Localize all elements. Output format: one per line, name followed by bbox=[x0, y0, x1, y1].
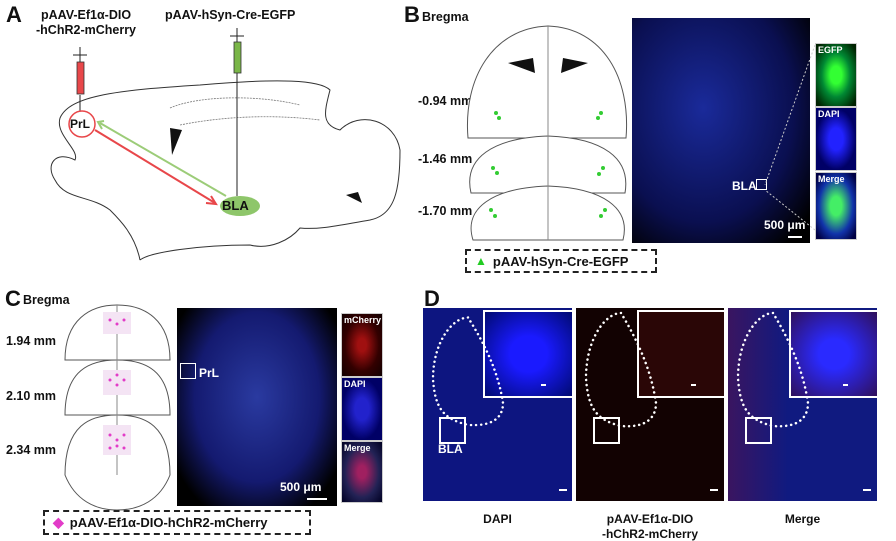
level-c-1: 1.94 mm bbox=[6, 334, 57, 348]
virus-left-label: pAAV-Ef1α-DIO -hChR2-mCherry bbox=[36, 8, 136, 38]
mcherry-markers bbox=[108, 318, 126, 450]
scale-bar-b bbox=[788, 236, 802, 238]
egfp-inset: EGFP bbox=[815, 43, 857, 107]
merge-inset-b: Merge bbox=[815, 172, 857, 240]
egfp-markers bbox=[489, 111, 607, 218]
level-b-2: -1.46 mm bbox=[418, 152, 473, 166]
sagittal-brain-diagram bbox=[50, 28, 401, 261]
panel-a-label: A bbox=[6, 2, 22, 27]
prl-circle bbox=[68, 110, 96, 138]
panel-b-label: B bbox=[404, 2, 420, 27]
legend-c-text: pAAV-Ef1α-DIO-hChR2-mCherry bbox=[69, 515, 268, 530]
inset-label: EGFP bbox=[818, 45, 843, 55]
roi-box bbox=[439, 417, 466, 444]
scale-label-b: 500 μm bbox=[764, 218, 806, 232]
bla-ellipse bbox=[220, 196, 260, 216]
prl-label-c: PrL bbox=[199, 366, 220, 380]
red-arrow bbox=[94, 129, 216, 204]
level-c-3: 2.34 mm bbox=[6, 443, 57, 457]
coronal-atlas-c bbox=[64, 304, 171, 511]
inset-label: DAPI bbox=[344, 379, 366, 389]
legend-c: ◆ pAAV-Ef1α-DIO-hChR2-mCherry bbox=[43, 510, 311, 535]
inset-label: Merge bbox=[344, 443, 371, 453]
scale-label-c: 500 μm bbox=[280, 480, 322, 494]
merge-inset-c: Merge bbox=[341, 441, 383, 503]
green-arrow bbox=[99, 122, 227, 197]
caption-mcherry-line1: pAAV-Ef1α-DIO bbox=[606, 512, 694, 526]
dapi-inset-c: DAPI bbox=[341, 377, 383, 441]
coronal-atlas-b bbox=[466, 25, 628, 241]
caption-mcherry-line2: -hChR2-mCherry bbox=[601, 527, 698, 541]
virus-right-label: pAAV-hSyn-Cre-EGFP bbox=[165, 8, 296, 22]
inset-label: mCherry bbox=[344, 315, 382, 325]
merge-zoom-inset bbox=[789, 310, 879, 398]
panel-d-label: D bbox=[424, 286, 440, 311]
bregma-label-c: Bregma bbox=[23, 293, 70, 307]
virus-left-line1: pAAV-Ef1α-DIO bbox=[40, 8, 132, 22]
bla-label: BLA bbox=[222, 198, 249, 213]
panel-c-label: C bbox=[5, 286, 21, 311]
bla-roi-box bbox=[756, 179, 767, 190]
level-b-1: -0.94 mm bbox=[418, 94, 473, 108]
roi-box bbox=[593, 417, 620, 444]
green-syringe-icon bbox=[233, 41, 242, 74]
prl-label: PrL bbox=[70, 117, 91, 131]
scale-bar-c bbox=[307, 498, 327, 500]
mcherry-inset: mCherry bbox=[341, 313, 383, 377]
magenta-diamond-icon: ◆ bbox=[53, 514, 64, 530]
green-triangle-icon: ▲ bbox=[475, 254, 487, 268]
legend-b: ▲ pAAV-hSyn-Cre-EGFP bbox=[465, 249, 657, 273]
bla-label-b: BLA bbox=[732, 179, 757, 193]
prl-overview-image: PrL 500 μm bbox=[177, 308, 337, 506]
bla-overview-image: BLA 500 μm bbox=[632, 18, 810, 243]
roi-box bbox=[745, 417, 772, 444]
red-syringe-icon bbox=[76, 61, 85, 95]
prl-roi-box bbox=[180, 363, 196, 379]
bla-label-d: BLA bbox=[438, 442, 463, 456]
caption-mcherry: pAAV-Ef1α-DIO -hChR2-mCherry bbox=[576, 512, 724, 541]
bregma-label-b: Bregma bbox=[422, 10, 469, 24]
level-b-3: -1.70 mm bbox=[418, 204, 473, 218]
caption-dapi: DAPI bbox=[483, 512, 512, 526]
bla-outlines bbox=[431, 311, 871, 491]
legend-b-text: pAAV-hSyn-Cre-EGFP bbox=[492, 253, 629, 269]
inset-label: Merge bbox=[818, 174, 845, 184]
dapi-inset-b: DAPI bbox=[815, 107, 857, 171]
caption-merge: Merge bbox=[784, 512, 821, 526]
mcherry-panel-d bbox=[576, 308, 726, 501]
virus-left-line2: -hChR2-mCherry bbox=[36, 23, 137, 37]
merge-panel-d bbox=[728, 308, 879, 501]
inset-label: DAPI bbox=[818, 109, 840, 119]
level-c-2: 2.10 mm bbox=[6, 389, 57, 403]
